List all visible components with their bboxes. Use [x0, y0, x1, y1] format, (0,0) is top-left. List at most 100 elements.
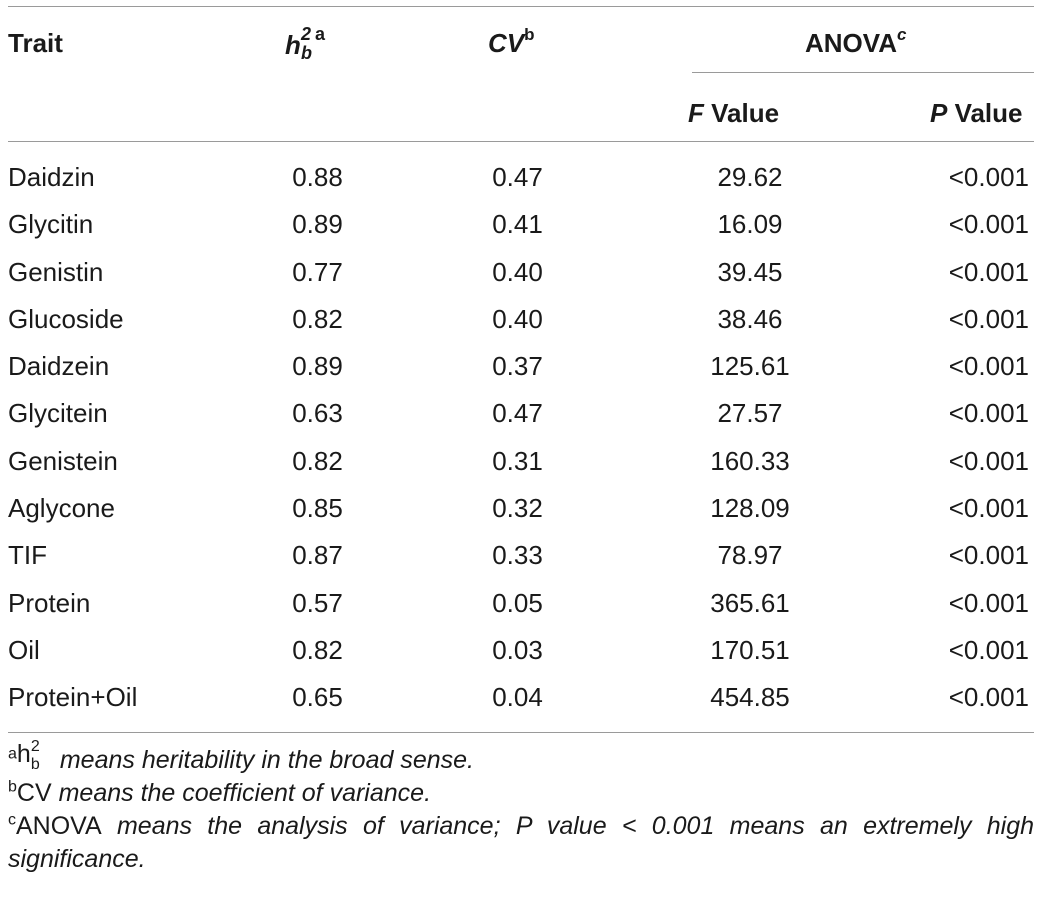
cell-cv: 0.04: [492, 682, 543, 713]
footnote-a-sym-sub: b: [30, 756, 40, 773]
footnote-a-mark: a: [8, 745, 17, 763]
header-anova-mark: c: [896, 25, 907, 45]
cell-p: <0.001: [948, 493, 1029, 524]
table-row: Daidzein 0.89 0.37 125.61 <0.001: [0, 343, 1041, 390]
header-f-italic: F: [688, 98, 704, 128]
header-p-value: P Value: [930, 98, 1023, 128]
header-f-rest: Value: [703, 98, 780, 128]
header-heritability: h 2 a b: [285, 24, 365, 70]
cell-trait: Daidzin: [8, 162, 95, 192]
table-body: Daidzin 0.88 0.47 29.62 <0.001 Glycitin 0.89 0…: [0, 154, 1041, 722]
cell-cv: 0.47: [492, 162, 543, 192]
header-h2-mark: a: [315, 24, 326, 44]
cell-trait: Glucoside: [8, 303, 124, 334]
cell-h2: 0.63: [292, 398, 343, 429]
cell-p: <0.001: [948, 587, 1029, 618]
cell-cv: 0.05: [492, 587, 543, 618]
cell-cv: 0.37: [492, 351, 543, 382]
cell-cv: 0.33: [492, 540, 543, 571]
cell-f: 29.62: [717, 162, 783, 192]
cell-cv: 0.31: [492, 445, 543, 476]
cell-p: <0.001: [948, 162, 1029, 192]
cell-f: 27.57: [717, 398, 783, 429]
bottom-rule: [8, 732, 1034, 733]
cell-h2: 0.89: [292, 351, 343, 382]
top-rule: [8, 6, 1034, 7]
cell-p: <0.001: [948, 398, 1029, 429]
footnote-b-text: means the coefficient of variance.: [51, 779, 432, 807]
table-row: Genistin 0.77 0.40 39.45 <0.001: [0, 249, 1041, 296]
table-row: Protein+Oil 0.65 0.04 454.85 <0.001: [0, 674, 1041, 721]
footnote-c-text: means the analysis of variance; P value …: [8, 812, 1034, 873]
cell-f: 16.09: [717, 209, 783, 240]
cell-p: <0.001: [948, 256, 1029, 287]
cell-trait: Aglycone: [8, 493, 115, 524]
cell-f: 39.45: [717, 256, 783, 287]
header-p-rest: Value: [947, 98, 1023, 128]
footnote-b-symbol: CV: [16, 779, 52, 807]
header-h2-base: h: [285, 30, 301, 60]
cell-trait: Protein+Oil: [8, 682, 138, 713]
cell-h2: 0.89: [292, 209, 343, 240]
header-h2-sub: b: [301, 43, 312, 63]
footnote-c: cANOVA means the analysis of variance; P…: [8, 810, 1034, 876]
cell-f: 78.97: [717, 540, 783, 571]
cell-trait: Glycitin: [8, 209, 94, 240]
footnote-c-mark: c: [8, 811, 16, 829]
footnote-a-text: means heritability in the broad sense.: [52, 746, 474, 774]
header-f-value: F Value: [688, 98, 779, 128]
cell-p: <0.001: [948, 682, 1029, 713]
header-p-italic: P: [930, 98, 948, 128]
header-anova-label: ANOVA: [805, 28, 897, 58]
cell-trait: Protein: [8, 587, 91, 618]
cell-p: <0.001: [948, 209, 1029, 240]
cell-h2: 0.57: [292, 587, 343, 618]
cell-trait: Genistein: [8, 445, 118, 476]
cell-f: 38.46: [717, 303, 783, 334]
cell-p: <0.001: [948, 540, 1029, 571]
cell-h2: 0.85: [292, 493, 343, 524]
cell-f: 125.61: [710, 351, 790, 382]
table-row: Glycitein 0.63 0.47 27.57 <0.001: [0, 390, 1041, 437]
footnote-c-symbol: ANOVA: [16, 812, 102, 840]
header-trait: Trait: [8, 28, 63, 58]
cell-f: 128.09: [710, 493, 790, 524]
cell-f: 160.33: [710, 445, 790, 476]
header-anova: ANOVAc: [805, 25, 907, 58]
cell-trait: Oil: [8, 634, 40, 665]
cell-trait: Glycitein: [8, 398, 108, 429]
table-row: Glucoside 0.82 0.40 38.46 <0.001: [0, 296, 1041, 343]
cell-cv: 0.40: [492, 303, 543, 334]
cell-h2: 0.82: [292, 445, 343, 476]
cell-cv: 0.47: [492, 398, 543, 429]
cell-f: 365.61: [710, 587, 790, 618]
cell-h2: 0.88: [292, 162, 343, 192]
table-row: Daidzin 0.88 0.47 29.62 <0.001: [0, 154, 1041, 201]
cell-h2: 0.77: [292, 256, 343, 287]
cell-p: <0.001: [948, 351, 1029, 382]
header-cv-label: CV: [488, 28, 525, 58]
cell-p: <0.001: [948, 634, 1029, 665]
cell-trait: Daidzein: [8, 351, 110, 382]
cell-trait: TIF: [8, 540, 47, 571]
cell-cv: 0.03: [492, 634, 543, 665]
cell-trait: Genistin: [8, 256, 104, 287]
footnote-a-sym-base: h: [16, 740, 31, 768]
cell-h2: 0.87: [292, 540, 343, 571]
cell-cv: 0.40: [492, 256, 543, 287]
footnote-b-mark: b: [8, 778, 17, 796]
table-row: Oil 0.82 0.03 170.51 <0.001: [0, 627, 1041, 674]
header-rule: [8, 141, 1034, 142]
header-cv-mark: b: [524, 25, 535, 45]
header-h2-sup: 2: [301, 24, 312, 44]
cell-h2: 0.82: [292, 303, 343, 334]
header-cv: CVb: [488, 25, 535, 58]
cell-h2: 0.82: [292, 634, 343, 665]
table-row: TIF 0.87 0.33 78.97 <0.001: [0, 532, 1041, 579]
cell-p: <0.001: [948, 303, 1029, 334]
cell-cv: 0.32: [492, 493, 543, 524]
cell-h2: 0.65: [292, 682, 343, 713]
footnote-a-sym-sup: 2: [30, 738, 40, 755]
